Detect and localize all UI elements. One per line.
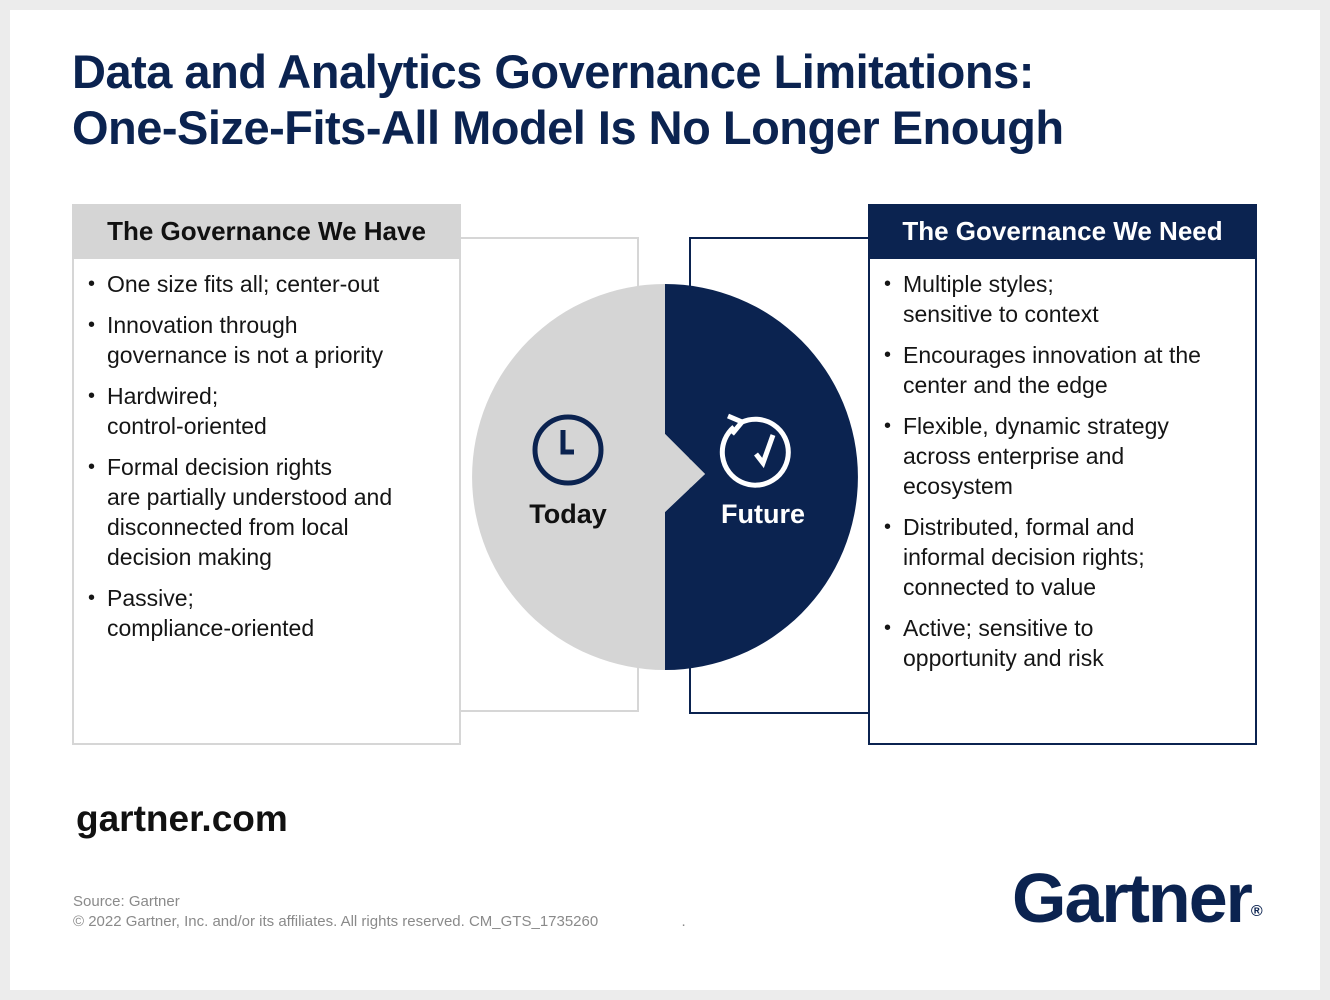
source-line: Source: Gartner (73, 893, 180, 910)
future-label: Future (721, 499, 805, 529)
list-item: One size fits all; center-out (74, 269, 459, 299)
list-item: Multiple styles; sensitive to context (870, 269, 1255, 329)
governance-we-need-list: Multiple styles; sensitive to context En… (870, 259, 1255, 673)
today-label: Today (529, 499, 607, 529)
page-title: Data and Analytics Governance Limitation… (72, 44, 1252, 156)
clock-icon (532, 414, 604, 486)
list-item: Encourages innovation at the center and … (870, 340, 1255, 400)
gartner-logo: Gartner® (1012, 858, 1263, 938)
refresh-check-icon (719, 413, 791, 488)
today-half (472, 284, 665, 670)
governance-we-have-list: One size fits all; center-out Innovation… (74, 259, 459, 643)
list-item: Hardwired; control-oriented (74, 381, 459, 441)
site-url: gartner.com (76, 798, 288, 839)
source-note: Source: Gartner © 2022 Gartner, Inc. and… (73, 892, 686, 932)
today-future-circle: Today Future (472, 284, 858, 670)
governance-we-have-heading: The Governance We Have (72, 204, 461, 259)
governance-we-need-panel: The Governance We Need Multiple styles; … (868, 204, 1257, 745)
logo-text: Gartner (1012, 859, 1253, 937)
list-item: Formal decision rights are partially und… (74, 452, 459, 572)
title-line-2: One-Size-Fits-All Model Is No Longer Eno… (72, 101, 1064, 154)
list-item: Passive; compliance-oriented (74, 583, 459, 643)
governance-we-need-heading: The Governance We Need (868, 204, 1257, 259)
future-half (665, 284, 858, 670)
chevron-arrow (665, 434, 705, 512)
copyright-line: © 2022 Gartner, Inc. and/or its affiliat… (73, 913, 686, 930)
title-line-1: Data and Analytics Governance Limitation… (72, 45, 1034, 98)
governance-we-have-panel: The Governance We Have One size fits all… (72, 204, 461, 745)
list-item: Active; sensitive to opportunity and ris… (870, 613, 1255, 673)
list-item: Flexible, dynamic strategy across enterp… (870, 411, 1255, 501)
list-item: Distributed, formal and informal decisio… (870, 512, 1255, 602)
registered-mark: ® (1250, 903, 1263, 920)
list-item: Innovation through governance is not a p… (74, 310, 459, 370)
